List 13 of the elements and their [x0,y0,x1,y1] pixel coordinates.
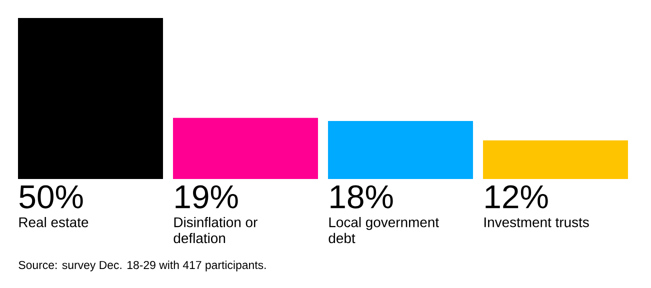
x-tick-label: Real estate [19,216,88,228]
data-label: 18% [330,185,393,208]
data-label: 19% [176,185,238,208]
data-label: 50% [20,185,83,208]
source-note: Source: survey Dec. 18-29 with 417 participants. [18,260,266,272]
bar [328,121,474,179]
bar [173,118,318,179]
x-tick-label: Local government debt [328,216,439,244]
data-label: 12% [486,185,548,208]
bar [18,18,164,179]
x-tick-label: Investment trusts [484,218,589,228]
bar [483,140,628,179]
x-tick-label: Disinflation or deflation [174,216,258,244]
